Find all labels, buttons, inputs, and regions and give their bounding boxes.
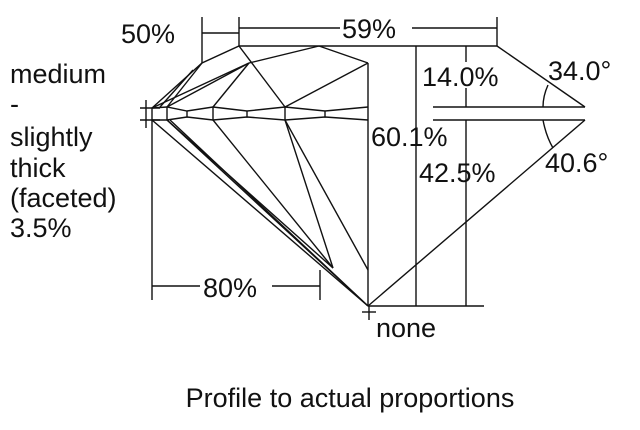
- total-depth-label: 60.1%: [371, 122, 448, 152]
- star-length-label: 50%: [121, 19, 175, 49]
- pavilion-angle-label: 40.6°: [545, 148, 608, 178]
- girdle-line-6: 3.5%: [10, 213, 72, 243]
- diamond-profile: [151, 45, 586, 307]
- culet-label: none: [376, 313, 436, 343]
- girdle-line-1: medium: [10, 59, 106, 89]
- crown-height-label: 14.0%: [422, 62, 499, 92]
- girdle-line-5: (faceted): [10, 183, 117, 213]
- table-size-label: 59%: [342, 14, 396, 44]
- diagram-caption: Profile to actual proportions: [186, 383, 515, 413]
- girdle-line-4: thick: [10, 153, 66, 183]
- dimension-lines: [140, 17, 498, 320]
- girdle-line-3: slightly: [10, 122, 93, 152]
- girdle-line-2: -: [10, 89, 19, 119]
- pavilion-depth-label: 42.5%: [419, 158, 496, 188]
- girdle-description: medium - slightly thick (faceted) 3.5%: [10, 59, 117, 243]
- lower-half-label: 80%: [203, 273, 257, 303]
- crown-angle-label: 34.0°: [548, 56, 611, 86]
